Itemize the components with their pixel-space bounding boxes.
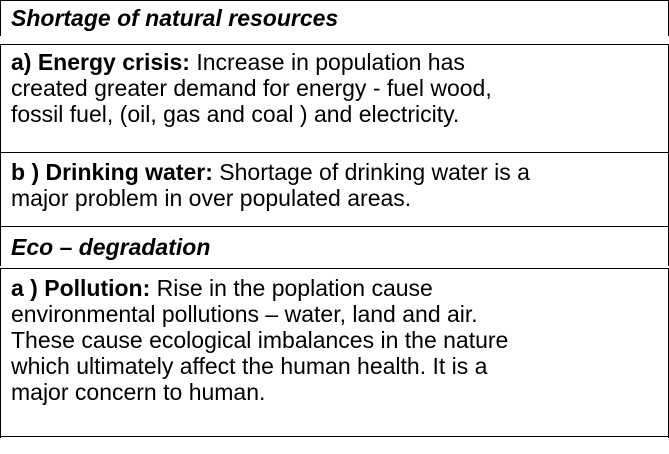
item-row-energy-crisis: a) Energy crisis: Increase in population… bbox=[0, 44, 669, 152]
item-line: These cause ecological imbalances in the… bbox=[11, 327, 509, 353]
section-heading-shortage: Shortage of natural resources bbox=[11, 5, 339, 31]
item-lead-drinking-water: b ) Drinking water: bbox=[11, 159, 213, 185]
item-line: b ) Drinking water: Shortage of drinking… bbox=[11, 159, 662, 185]
item-line: created greater demand for energy - fuel… bbox=[11, 75, 492, 101]
bottom-rule bbox=[0, 436, 669, 437]
item-lead-energy-crisis: a) Energy crisis: bbox=[11, 49, 190, 75]
item-line: major problem in over populated areas. bbox=[11, 185, 412, 211]
item-row-pollution: a ) Pollution: Rise in the poplation cau… bbox=[0, 268, 669, 438]
item-drinking-water: b ) Drinking water: Shortage of drinking… bbox=[1, 153, 668, 211]
item-line: which ultimately affect the human health… bbox=[11, 353, 488, 379]
item-line: major concern to human. bbox=[11, 379, 266, 405]
item-lead-pollution: a ) Pollution: bbox=[11, 275, 151, 301]
item-text: Shortage of drinking water is a bbox=[212, 159, 530, 185]
section-heading-row: Eco – degradation bbox=[0, 226, 669, 266]
item-line: a ) Pollution: Rise in the poplation cau… bbox=[11, 275, 662, 301]
item-row-drinking-water: b ) Drinking water: Shortage of drinking… bbox=[0, 152, 669, 226]
section-heading-row: Shortage of natural resources bbox=[0, 0, 669, 36]
item-pollution: a ) Pollution: Rise in the poplation cau… bbox=[1, 269, 668, 405]
item-text: Increase in population has bbox=[189, 49, 465, 75]
item-line: fossil fuel, (oil, gas and coal ) and el… bbox=[11, 101, 460, 127]
item-line: a) Energy crisis: Increase in population… bbox=[11, 49, 662, 75]
section-heading-eco-degradation: Eco – degradation bbox=[11, 234, 211, 260]
item-energy-crisis: a) Energy crisis: Increase in population… bbox=[1, 45, 668, 127]
item-text: Rise in the poplation cause bbox=[150, 275, 433, 301]
item-line: environmental pollutions – water, land a… bbox=[11, 301, 478, 327]
